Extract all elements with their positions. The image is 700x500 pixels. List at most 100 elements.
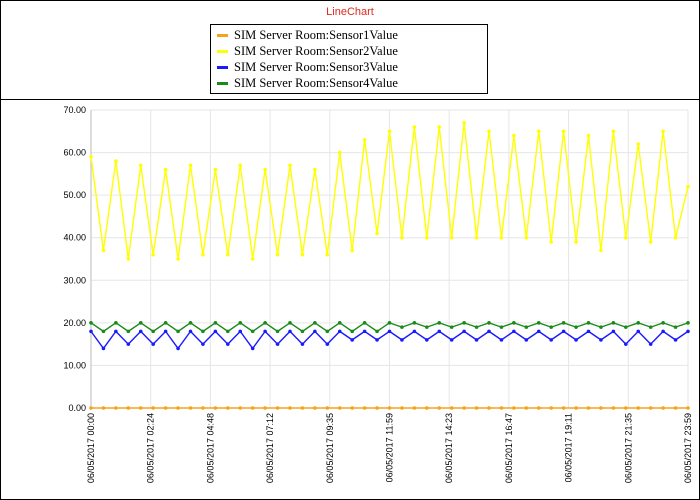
- series-4-point: [213, 321, 218, 325]
- series-1-point: [151, 406, 155, 410]
- series-1-point: [400, 406, 404, 410]
- series-1-point: [250, 406, 255, 410]
- series-3-point: [536, 329, 541, 334]
- series-4-point: [499, 325, 504, 329]
- series-3-point: [549, 338, 553, 342]
- x-tick-label: 06/05/2017 02:24: [146, 413, 156, 483]
- series-2-point: [275, 252, 280, 257]
- series-4-point: [437, 321, 442, 325]
- series-3-point: [362, 329, 367, 334]
- series-3-point: [176, 346, 180, 351]
- y-tick-label: 0.00: [68, 403, 86, 413]
- series-2-point: [263, 167, 267, 172]
- grid-lines: [90, 109, 689, 409]
- series-4-point: [337, 321, 342, 325]
- series-1-point: [512, 406, 516, 410]
- series-1-point: [313, 406, 317, 410]
- series-2-point: [387, 129, 392, 134]
- series-2-point: [611, 129, 616, 134]
- series-4-point: [275, 329, 280, 334]
- legend-swatch-sensor3: [217, 66, 228, 69]
- series-3-point: [561, 329, 566, 334]
- series-3-point: [412, 329, 417, 334]
- series-4-point: [599, 325, 603, 329]
- legend-swatch-sensor4: [217, 82, 228, 85]
- series-4-point: [487, 321, 491, 325]
- series-4-point: [176, 329, 180, 334]
- series-3-point: [213, 329, 218, 334]
- series-4-point: [611, 321, 616, 325]
- series-2-point: [574, 240, 578, 244]
- series-4-point: [375, 329, 379, 334]
- series-1-point: [661, 406, 665, 410]
- series-4-point: [400, 325, 404, 329]
- series-3-point: [114, 329, 118, 334]
- series-4-point: [325, 329, 330, 334]
- x-tick-label: 06/05/2017 16:47: [504, 413, 514, 483]
- series-2-point: [375, 231, 379, 236]
- x-tick-label: 06/05/2017 21:35: [623, 413, 633, 483]
- series-1-point: [275, 406, 280, 410]
- series-2-point: [474, 235, 479, 240]
- series-2-point: [686, 184, 690, 189]
- series-4-point: [313, 321, 317, 325]
- series-2-point: [226, 252, 230, 257]
- series-3-point: [226, 342, 230, 346]
- series-4-point: [512, 321, 516, 325]
- series-1-point: [499, 406, 504, 410]
- series-2-point: [624, 235, 628, 240]
- series-2-point: [362, 138, 367, 142]
- series-2-point: [673, 235, 678, 240]
- tick-labels: 0.00 10.00 20.00 30.00 40.00 50.00 60.00 70.00 0…: [63, 105, 693, 483]
- series-1-point: [599, 406, 603, 410]
- series-4-point: [549, 325, 553, 329]
- series-3-point: [425, 338, 429, 342]
- series-4-point: [636, 321, 641, 325]
- series-4-point: [101, 329, 106, 334]
- series-1-point: [487, 406, 491, 410]
- series-3-point: [449, 338, 454, 342]
- series-2-point: [412, 125, 417, 129]
- legend-label-sensor1: SIM Server Room:Sensor1Value: [234, 28, 398, 42]
- series-2-point: [101, 248, 106, 253]
- series-1-point: [350, 406, 354, 410]
- series-4-point: [561, 321, 566, 325]
- series-4-point: [673, 325, 678, 329]
- series-4-point: [412, 321, 417, 325]
- series-2-point: [238, 163, 243, 168]
- series-1-point: [89, 406, 93, 410]
- series-3-point: [201, 342, 205, 346]
- series-3-point: [288, 329, 292, 334]
- series-2-point: [487, 129, 491, 134]
- series-2-point: [400, 235, 404, 240]
- series-1-point: [686, 406, 690, 410]
- series-1-point: [611, 406, 616, 410]
- series-1-point: [437, 406, 442, 410]
- series-2-point: [313, 167, 317, 172]
- series-1-point: [549, 406, 553, 410]
- y-tick-label: 40.00: [63, 233, 86, 243]
- series-2-point: [499, 235, 504, 240]
- series-2-point: [586, 133, 591, 138]
- series-3-point: [586, 329, 591, 334]
- series-4-point: [163, 321, 168, 325]
- series-1-point: [126, 406, 131, 410]
- x-tick-label: 06/05/2017 11:59: [385, 413, 395, 482]
- series-4-point: [474, 325, 479, 329]
- series-3-point: [462, 329, 466, 334]
- series-2-point: [536, 129, 541, 134]
- series-1-point: [188, 406, 193, 410]
- series-1-point: [201, 406, 205, 410]
- y-tick-label: 30.00: [63, 275, 86, 285]
- chart-title: LineChart: [326, 6, 374, 18]
- series-1-point: [536, 406, 541, 410]
- series-1-point: [586, 406, 591, 410]
- series-4-point: [686, 321, 690, 325]
- x-tick-label: 06/05/2017 14:23: [444, 413, 454, 483]
- series-1-point: [138, 406, 143, 410]
- series-2-point: [213, 167, 218, 172]
- series-3-point: [499, 338, 504, 342]
- series-4-point: [624, 325, 628, 329]
- x-tick-label: 06/05/2017 19:11: [564, 413, 574, 482]
- series-3-point: [350, 338, 354, 342]
